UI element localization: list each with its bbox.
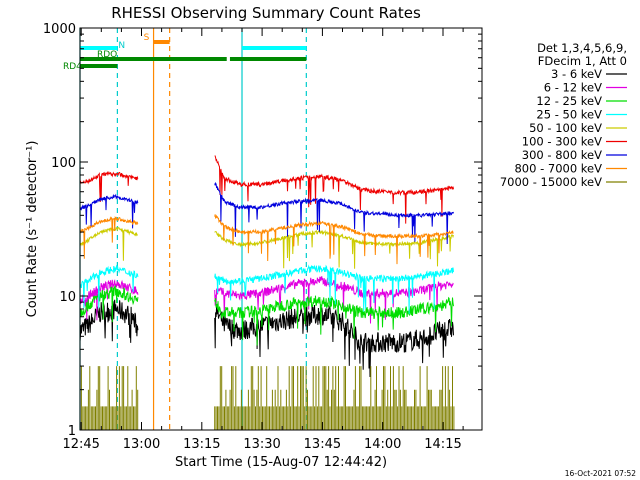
flag-label: RD4 — [63, 62, 82, 72]
series-line-300-800keV — [214, 181, 454, 245]
flag-label: N — [118, 41, 125, 51]
legend-header: FDecim 1, Att 0 — [538, 54, 627, 68]
legend-entry: 300 - 800 keV — [522, 148, 602, 162]
x-tick-label: 14:00 — [364, 437, 401, 452]
x-tick-label: 13:15 — [183, 437, 220, 452]
flag-label: S — [144, 33, 150, 43]
legend-entry: 25 - 50 keV — [536, 108, 602, 122]
legend-entry: 6 - 12 keV — [544, 81, 602, 95]
series-line-12-25keV — [79, 285, 139, 323]
legend-entry: 7000 - 15000 keV — [500, 175, 602, 189]
series-line-100-300keV — [79, 170, 139, 203]
series-line-6-12keV — [214, 276, 454, 324]
y-tick-label: 1000 — [43, 22, 76, 37]
series-line-7000-15000keV — [79, 366, 139, 430]
legend-entry: 12 - 25 keV — [536, 94, 602, 108]
flag-label: RDO — [97, 50, 117, 60]
legend-entry: 3 - 6 keV — [551, 67, 602, 81]
series-line-800-7000keV — [79, 215, 139, 259]
y-axis-label: Count Rate (s⁻¹ detector⁻¹) — [25, 141, 40, 318]
legend-entry: 800 - 7000 keV — [514, 162, 602, 176]
legend: Det 1,3,4,5,6,9,FDecim 1, Att 03 - 6 keV… — [500, 41, 627, 189]
series-line-800-7000keV — [214, 214, 454, 265]
x-tick-label: 13:30 — [243, 437, 280, 452]
series-line-50-100keV — [79, 226, 138, 261]
series-line-12-25keV — [214, 295, 454, 346]
y-tick-label: 1 — [68, 424, 76, 439]
series-line-3-6keV — [79, 299, 139, 343]
y-tick-label: 10 — [59, 290, 76, 305]
series-line-3-6keV — [214, 304, 454, 378]
timestamp: 16-Oct-2021 07:52 — [565, 469, 636, 478]
y-tick-label: 100 — [51, 156, 76, 171]
series-line-300-800keV — [79, 193, 139, 229]
chart-title: RHESSI Observing Summary Count Rates — [111, 4, 421, 22]
legend-header: Det 1,3,4,5,6,9, — [537, 41, 627, 55]
legend-entry: 100 - 300 keV — [522, 135, 602, 149]
series-line-7000-15000keV — [214, 366, 455, 430]
series-group — [79, 155, 455, 430]
legend-entry: 50 - 100 keV — [529, 121, 602, 135]
x-tick-label: 12:45 — [62, 437, 99, 452]
plot-frame — [79, 27, 483, 431]
y-axis: 1 10 100 1000 — [43, 22, 482, 439]
x-axis-label: Start Time (15-Aug-07 12:44:42) — [175, 455, 387, 470]
x-tick-label: 13:45 — [304, 437, 341, 452]
series-line-25-50keV — [214, 264, 454, 315]
flag-bars: N S RDO RD4 — [63, 33, 307, 72]
x-tick-label: 13:00 — [123, 437, 160, 452]
x-axis: 12:45 13:00 13:15 13:30 13:45 14:00 14:15 — [62, 28, 464, 452]
x-tick-label: 14:15 — [424, 437, 461, 452]
series-line-25-50keV — [79, 265, 139, 309]
series-line-6-12keV — [79, 279, 139, 321]
series-line-100-300keV — [214, 155, 454, 224]
